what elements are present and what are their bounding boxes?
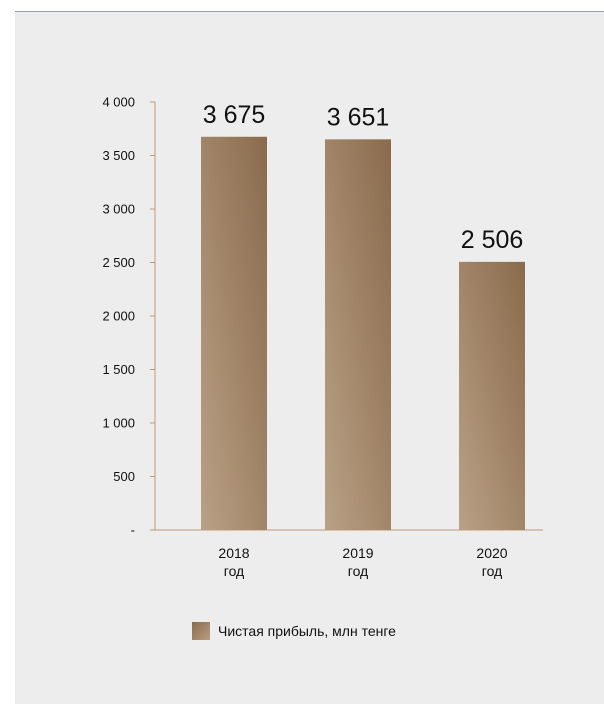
top-rule <box>15 11 604 12</box>
bar <box>459 261 525 530</box>
y-tick-label: 2 000 <box>102 309 135 324</box>
x-category-label: 2019 <box>342 545 373 561</box>
bar <box>325 139 391 530</box>
legend-label: Чистая прибыль, млн тенге <box>218 623 396 639</box>
bar-value-label: 2 506 <box>461 226 524 254</box>
bar-value-label: 3 675 <box>203 101 266 129</box>
y-tick-label: 4 000 <box>102 95 135 110</box>
y-tick-label: - <box>131 523 135 538</box>
x-category-label: год <box>482 563 502 579</box>
x-category-label: год <box>224 563 244 579</box>
legend-swatch <box>192 622 210 640</box>
y-tick-label: 1 000 <box>102 416 135 431</box>
x-category-label: 2020 <box>476 545 507 561</box>
x-category-label: год <box>348 563 368 579</box>
bar <box>201 136 267 530</box>
y-tick-label: 3 000 <box>102 202 135 217</box>
y-tick-label: 2 500 <box>102 255 135 270</box>
y-tick-label: 1 500 <box>102 362 135 377</box>
x-category-label: 2018 <box>218 545 249 561</box>
bar-value-label: 3 651 <box>327 103 390 131</box>
legend: Чистая прибыль, млн тенге <box>192 622 396 640</box>
y-tick-label: 500 <box>113 469 135 484</box>
y-tick-label: 3 500 <box>102 148 135 163</box>
